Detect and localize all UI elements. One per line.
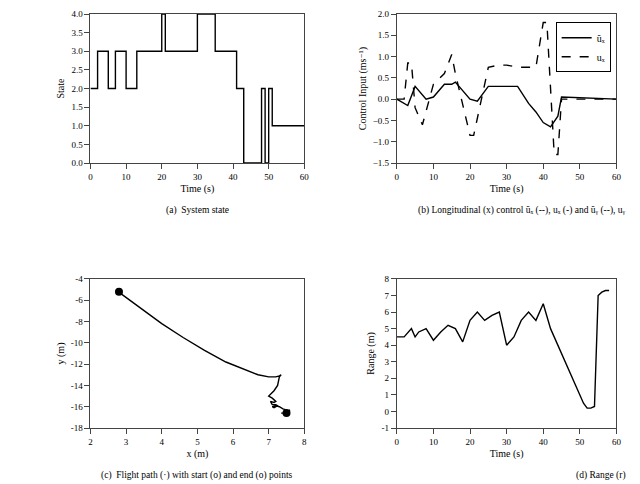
svg-text:(c) Flight path (·) with star: (c) Flight path (·) with start (o) and e…: [101, 470, 293, 481]
svg-text:6: 6: [385, 307, 390, 317]
svg-text:20: 20: [466, 172, 476, 182]
svg-text:60: 60: [612, 437, 622, 447]
svg-text:-14: -14: [71, 381, 83, 391]
svg-text:2.5: 2.5: [71, 65, 83, 75]
svg-text:8: 8: [385, 274, 390, 284]
svg-text:−0.5: −0.5: [373, 116, 390, 126]
svg-text:1: 1: [385, 390, 390, 400]
svg-text:1.0: 1.0: [378, 52, 390, 62]
svg-text:20: 20: [157, 172, 167, 182]
svg-text:0.5: 0.5: [378, 73, 390, 83]
svg-text:5: 5: [385, 324, 390, 334]
svg-text:Time (s): Time (s): [490, 448, 524, 460]
svg-text:(a) System state: (a) System state: [166, 205, 229, 216]
svg-text:50: 50: [575, 437, 585, 447]
svg-text:x (m): x (m): [186, 448, 208, 460]
svg-text:2: 2: [88, 437, 93, 447]
svg-text:50: 50: [264, 172, 274, 182]
svg-text:1.5: 1.5: [71, 102, 83, 112]
svg-text:0: 0: [395, 172, 400, 182]
svg-text:10: 10: [429, 437, 439, 447]
svg-text:1.0: 1.0: [71, 121, 83, 131]
svg-text:(d) Range (r): (d) Range (r): [576, 470, 626, 481]
svg-text:10: 10: [429, 172, 439, 182]
svg-text:6: 6: [231, 437, 236, 447]
svg-text:4: 4: [385, 340, 390, 350]
svg-text:Time (s): Time (s): [180, 183, 214, 195]
svg-text:50: 50: [575, 172, 585, 182]
svg-text:-8: -8: [75, 317, 83, 327]
svg-text:30: 30: [502, 437, 512, 447]
svg-text:0: 0: [88, 172, 93, 182]
svg-text:0.5: 0.5: [71, 140, 83, 150]
svg-text:2.0: 2.0: [378, 9, 390, 19]
svg-text:0.0: 0.0: [378, 94, 390, 104]
svg-text:Control Input (ms⁻¹): Control Input (ms⁻¹): [357, 47, 369, 130]
svg-text:30: 30: [193, 172, 203, 182]
svg-text:4: 4: [160, 437, 165, 447]
svg-text:3: 3: [385, 357, 390, 367]
svg-text:60: 60: [612, 172, 622, 182]
svg-text:-16: -16: [71, 402, 83, 412]
svg-text:(b) Longitudinal (x) control ũ: (b) Longitudinal (x) control ũₓ (--), uₓ…: [418, 205, 626, 216]
svg-text:Time (s): Time (s): [490, 183, 524, 195]
svg-text:3: 3: [124, 437, 129, 447]
svg-text:2.0: 2.0: [71, 84, 83, 94]
svg-text:40: 40: [539, 437, 549, 447]
svg-text:7: 7: [385, 291, 390, 301]
svg-text:30: 30: [502, 172, 512, 182]
svg-text:20: 20: [466, 437, 476, 447]
svg-text:0: 0: [395, 437, 400, 447]
svg-text:7: 7: [266, 437, 271, 447]
svg-text:ũₓ: ũₓ: [597, 33, 605, 44]
svg-text:y (m): y (m): [55, 343, 67, 365]
svg-text:-6: -6: [75, 295, 83, 305]
svg-text:-4: -4: [75, 274, 83, 284]
svg-text:State: State: [55, 78, 66, 99]
svg-text:−1.5: −1.5: [373, 158, 390, 168]
svg-text:-12: -12: [71, 359, 83, 369]
svg-text:5: 5: [195, 437, 200, 447]
svg-text:10: 10: [122, 172, 132, 182]
svg-text:4.0: 4.0: [71, 9, 83, 19]
svg-text:0.0: 0.0: [71, 158, 83, 168]
svg-text:-18: -18: [71, 423, 83, 433]
svg-text:1.5: 1.5: [378, 30, 390, 40]
svg-text:−1.0: −1.0: [373, 137, 390, 147]
svg-text:0: 0: [385, 407, 390, 417]
svg-text:2: 2: [385, 373, 390, 383]
svg-text:60: 60: [300, 172, 310, 182]
svg-text:-10: -10: [71, 338, 83, 348]
svg-text:-1: -1: [382, 423, 390, 433]
svg-text:3.5: 3.5: [71, 28, 83, 38]
svg-text:8: 8: [302, 437, 307, 447]
svg-text:40: 40: [539, 172, 549, 182]
svg-text:uₓ: uₓ: [597, 52, 605, 63]
svg-text:3.0: 3.0: [71, 46, 83, 56]
svg-text:40: 40: [229, 172, 239, 182]
svg-text:Range (m): Range (m): [366, 332, 378, 375]
